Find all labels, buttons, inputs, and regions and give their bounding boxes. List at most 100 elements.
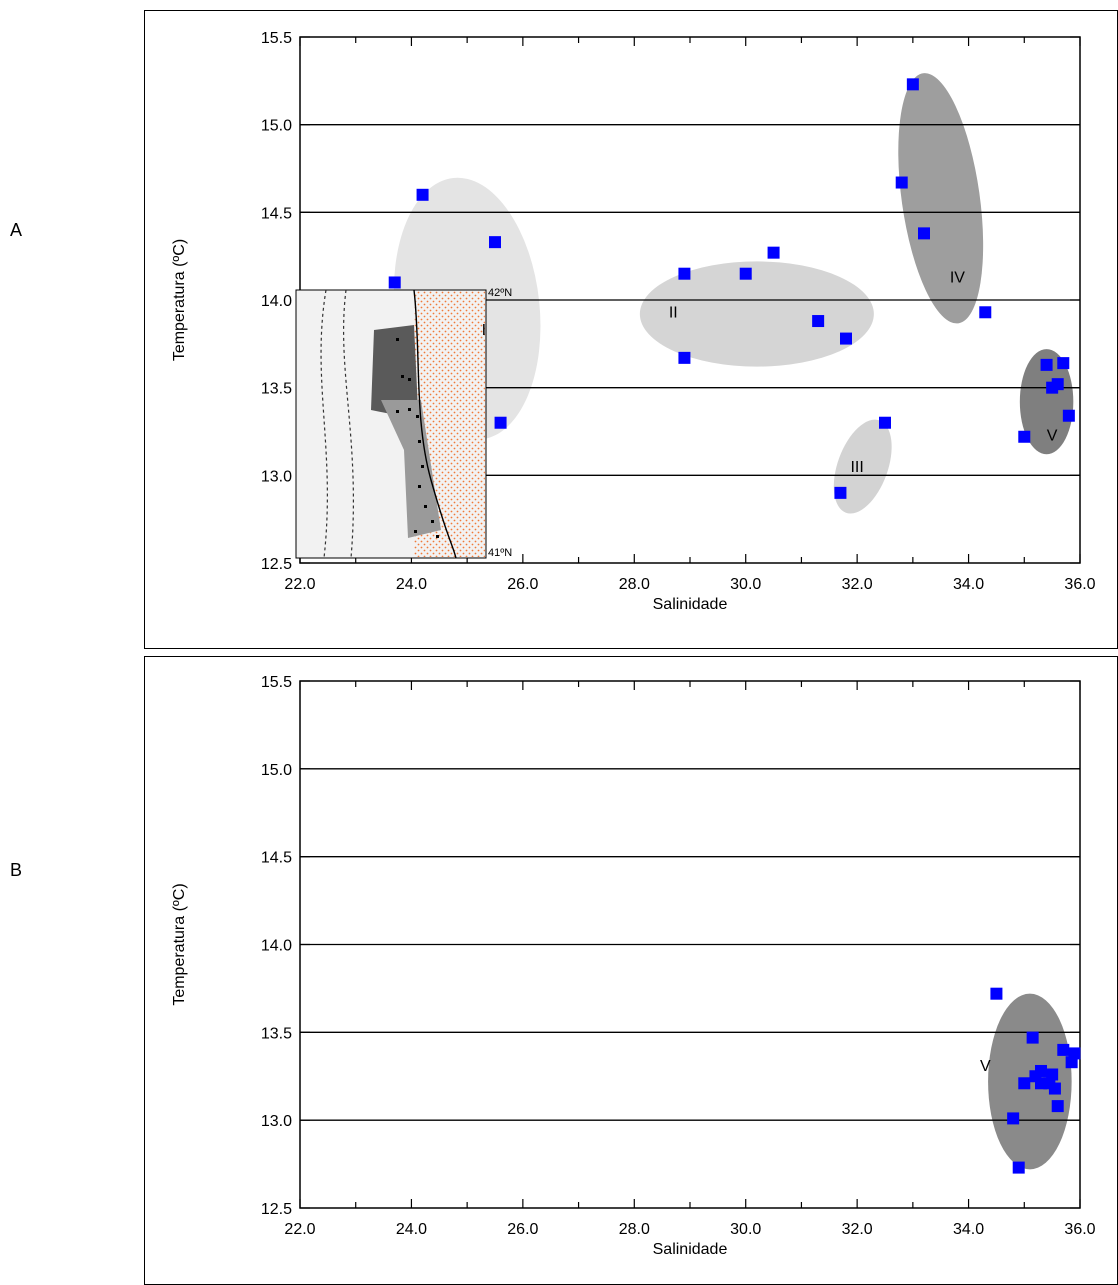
inset-map-station-9 [424, 505, 427, 508]
inset-map-mid-zone [381, 400, 441, 538]
inset-map-station-6 [418, 440, 421, 443]
y-tick-label-a-5: 15.0 [261, 118, 292, 135]
x-tick-label-b-7: 36.0 [1064, 1221, 1095, 1238]
data-point-b-4 [1065, 1056, 1078, 1069]
y-tick-label-a-1: 13.0 [261, 468, 292, 485]
y-axis-title-b: Temperatura (ºC) [171, 883, 188, 1005]
inset-map-station-1 [401, 375, 404, 378]
y-tick-label-a-3: 14.0 [261, 293, 292, 310]
data-point-b-2 [1057, 1043, 1070, 1056]
data-point-a-5 [739, 267, 752, 280]
inset-map: 42ºN 41ºN [295, 287, 512, 559]
x-tick-label-a-6: 34.0 [953, 576, 984, 593]
y-tick-label-a-0: 12.5 [261, 556, 292, 573]
data-point-b-13 [1007, 1112, 1020, 1125]
data-point-a-21 [1018, 430, 1031, 443]
data-point-a-2 [388, 276, 401, 289]
inset-map-station-11 [436, 535, 439, 538]
inset-map-station-0 [396, 338, 399, 341]
data-point-a-4 [678, 267, 691, 280]
data-point-a-13 [895, 176, 908, 189]
data-point-a-1 [489, 236, 501, 249]
x-tick-label-b-3: 28.0 [619, 1221, 650, 1238]
data-point-a-19 [1051, 378, 1064, 391]
cluster-label-a-3: III [850, 459, 863, 476]
x-tick-label-a-2: 26.0 [507, 576, 538, 593]
x-tick-label-a-7: 36.0 [1064, 576, 1095, 593]
inset-map-station-4 [408, 408, 411, 411]
data-point-a-6 [767, 246, 780, 259]
y-tick-label-b-3: 14.0 [261, 938, 292, 955]
chart-b: 22.0 24.0 26.0 28.0 30.0 32.0 34.0 36.0 12.5 13.0… [171, 674, 1096, 1258]
y-tick-label-a-6: 15.5 [261, 30, 292, 47]
data-point-a-15 [979, 306, 992, 319]
inset-map-station-7 [421, 465, 424, 468]
y-tick-label-b-1: 13.0 [261, 1113, 292, 1130]
x-axis-title-a: Salinidade [653, 596, 728, 613]
data-point-a-17 [1057, 357, 1070, 370]
cluster-label-a-5: V [1047, 427, 1058, 444]
x-tick-label-b-5: 32.0 [842, 1221, 873, 1238]
inset-map-label-south: 41ºN [488, 547, 512, 559]
y-tick-label-b-2: 13.5 [261, 1025, 292, 1042]
cluster-label-a-1: I [482, 322, 486, 339]
cluster-ellipse-a-3 [833, 419, 892, 514]
cluster-label-b-1: V [980, 1058, 991, 1075]
inset-map-station-8 [418, 485, 421, 488]
x-tick-label-a-1: 24.0 [396, 576, 427, 593]
cluster-ellipse-a-5 [1019, 349, 1074, 455]
x-tick-label-a-0: 22.0 [284, 576, 315, 593]
data-point-a-7 [812, 315, 825, 328]
y-tick-label-b-4: 14.5 [261, 850, 292, 867]
cluster-label-a-2: II [669, 305, 678, 322]
y-tick-label-b-6: 15.5 [261, 674, 292, 691]
cluster-label-a-4: IV [950, 269, 965, 286]
data-point-b-1 [1026, 1031, 1039, 1044]
data-point-a-3 [494, 416, 507, 429]
y-tick-label-a-2: 13.5 [261, 381, 292, 398]
y-tick-label-a-4: 14.5 [261, 205, 292, 222]
data-point-a-14 [918, 227, 930, 240]
data-point-b-12 [1051, 1100, 1064, 1113]
data-point-b-11 [1043, 1077, 1056, 1090]
panel-letter-a: A [10, 220, 23, 240]
panel-letter-b: B [10, 860, 23, 880]
data-point-a-11 [834, 486, 847, 499]
x-tick-label-b-0: 22.0 [284, 1221, 315, 1238]
cluster-ellipse-a-4 [898, 73, 984, 324]
data-point-a-8 [840, 332, 852, 345]
inset-map-dark-zone [371, 325, 418, 415]
inset-map-label-north: 42ºN [488, 287, 512, 299]
data-point-a-9 [678, 351, 691, 364]
data-point-a-16 [1040, 358, 1053, 371]
data-point-a-12 [906, 78, 919, 91]
y-axis-title-a: Temperatura (ºC) [171, 239, 188, 361]
x-tick-label-a-5: 32.0 [842, 576, 873, 593]
y-tick-label-b-0: 12.5 [261, 1201, 292, 1218]
chart-a: 22.0 24.0 26.0 28.0 30.0 32.0 34.0 36.0 12.5 13.0… [171, 30, 1096, 613]
data-point-a-0 [416, 188, 429, 201]
data-point-b-10 [1018, 1077, 1031, 1090]
x-tick-label-b-6: 34.0 [953, 1221, 984, 1238]
inset-map-station-10 [431, 520, 434, 523]
inset-map-station-2 [408, 378, 411, 381]
data-point-a-10 [879, 416, 891, 429]
inset-map-isobath-2 [320, 289, 328, 559]
data-point-b-0 [990, 987, 1003, 1000]
inset-map-station-5 [416, 415, 419, 418]
inset-map-isobath-1 [342, 289, 355, 559]
cluster-ellipse-a-2 [639, 261, 874, 367]
x-tick-label-a-3: 28.0 [619, 576, 650, 593]
x-tick-label-a-4: 30.0 [730, 576, 761, 593]
x-tick-label-b-4: 30.0 [730, 1221, 761, 1238]
data-point-b-14 [1012, 1161, 1025, 1174]
inset-map-station-12 [414, 530, 417, 533]
x-axis-title-b: Salinidade [653, 1241, 728, 1258]
data-point-a-20 [1062, 409, 1075, 422]
inset-map-station-3 [396, 410, 399, 413]
y-tick-label-b-5: 15.0 [261, 762, 292, 779]
x-tick-label-b-2: 26.0 [507, 1221, 538, 1238]
x-tick-label-b-1: 24.0 [396, 1221, 427, 1238]
inset-map-coastline [413, 289, 457, 559]
